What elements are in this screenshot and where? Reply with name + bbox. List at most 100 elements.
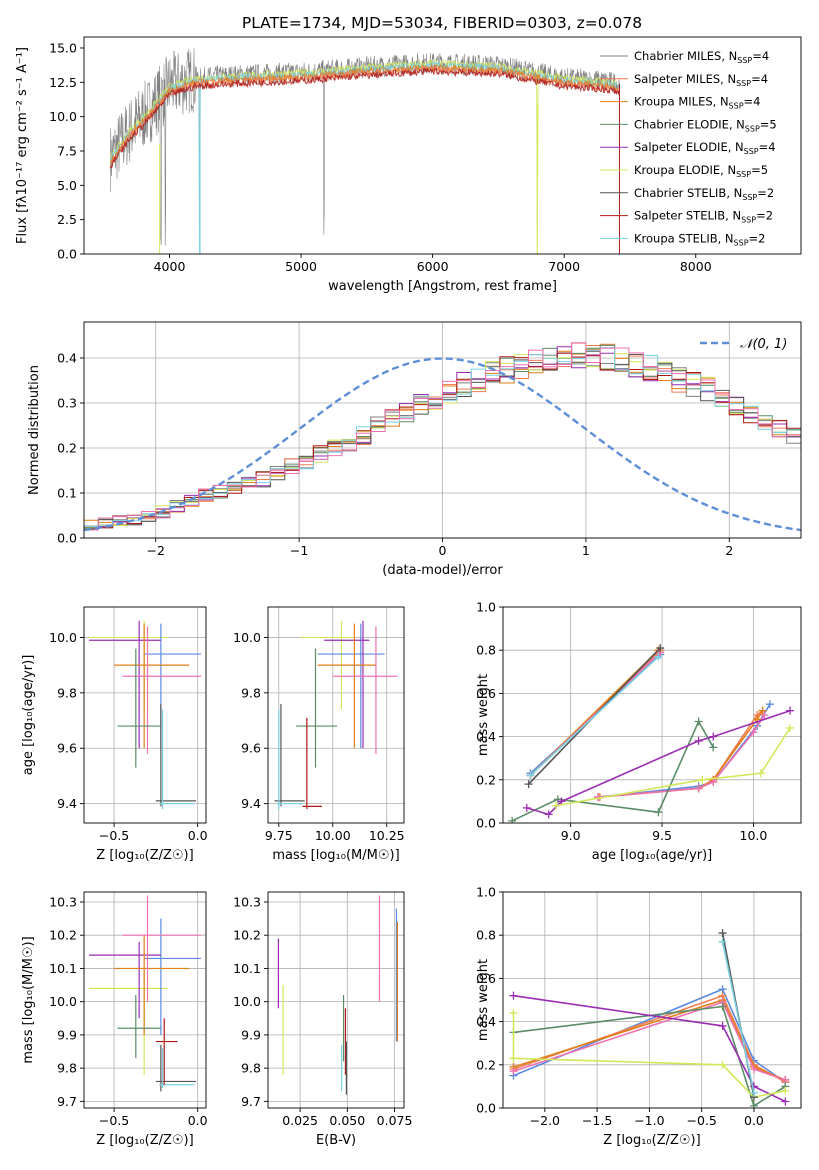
x-tick-label: 1 bbox=[582, 543, 590, 558]
legend-entry-main: Kroupa MILES, N bbox=[634, 95, 729, 109]
plot-area bbox=[84, 342, 801, 532]
weight-marker bbox=[509, 1054, 518, 1063]
plot-area bbox=[277, 895, 398, 1095]
x-tick-label: 0.050 bbox=[329, 1113, 365, 1128]
y-tick-label: 10.0 bbox=[49, 109, 77, 124]
y-tick-label: 1.0 bbox=[476, 885, 496, 900]
legend-entry-sub: SSP bbox=[741, 216, 756, 225]
chart-mass_vs_Z: −0.5 0.0 9.7 9.8 9.9 10.0 10.1 10.2 10.3 Z [log₁₀… bbox=[21, 891, 208, 1148]
x-tick-label: −1.0 bbox=[634, 1113, 664, 1128]
plot-area bbox=[89, 895, 201, 1092]
axes-frame bbox=[83, 891, 207, 1109]
legend-entry: Chabrier MILES, NSSP=4 bbox=[634, 49, 769, 65]
y-axis-label: age [log₁₀(age/yr)] bbox=[21, 655, 36, 776]
chart-weight_vs_age: 9.0 9.5 10.0 0.0 0.2 0.4 0.6 0.8 1.0 age [log₁₀(a… bbox=[476, 600, 802, 863]
legend-entry-tail: =5 bbox=[760, 117, 777, 131]
y-tick-label: 10.0 bbox=[49, 994, 77, 1009]
y-tick-label: 2.5 bbox=[57, 212, 77, 227]
weight-marker bbox=[694, 717, 703, 726]
y-tick-label: 0.4 bbox=[476, 1014, 496, 1029]
x-tick-label: −0.5 bbox=[99, 1113, 129, 1128]
legend-entry-main: Chabrier ELODIE, N bbox=[634, 117, 745, 131]
legend-entry-tail: =4 bbox=[759, 140, 776, 154]
y-tick-label: 0.4 bbox=[57, 351, 77, 366]
x-tick-label: 9.5 bbox=[652, 828, 672, 843]
legend-entry-sub: SSP bbox=[736, 170, 751, 179]
legend-entry-sub: SSP bbox=[736, 79, 751, 88]
weight-marker bbox=[524, 780, 533, 789]
x-tick-label: 0.0 bbox=[744, 1113, 764, 1128]
legend: Chabrier MILES, NSSP=4 Salpeter MILES, NS… bbox=[600, 49, 777, 247]
x-tick-label: −1.5 bbox=[582, 1113, 612, 1128]
chart-mass_vs_EBV: 0.025 0.050 0.075 9.7 9.8 9.9 10.0 10.1 10.2 10.3… bbox=[233, 891, 412, 1148]
weight-marker bbox=[709, 743, 718, 752]
histogram-step bbox=[84, 342, 801, 531]
legend-entry-sub: SSP bbox=[734, 238, 749, 247]
plot-area bbox=[109, 48, 620, 254]
chart-residuals: −2 −1 0 1 2 0.0 0.1 0.2 0.3 0.4 (data-model)/error… bbox=[27, 321, 802, 578]
legend-entry-main: Chabrier STELIB, N bbox=[634, 186, 742, 200]
weight-marker bbox=[718, 937, 727, 946]
normal-curve bbox=[84, 357, 801, 532]
x-tick-label: 9.75 bbox=[265, 828, 293, 843]
x-axis-label: wavelength [Angstrom, rest frame] bbox=[328, 279, 557, 294]
weight-marker bbox=[654, 652, 663, 661]
y-axis-label: mass weight bbox=[476, 674, 491, 756]
x-axis-label: mass [log₁₀(M/M☉)] bbox=[272, 848, 399, 863]
y-tick-label: 7.5 bbox=[57, 143, 77, 158]
x-tick-label: 6000 bbox=[417, 259, 449, 274]
weight-marker bbox=[522, 803, 531, 812]
chart-age_vs_mass: 9.75 10.00 10.25 9.4 9.6 9.8 10.0 mass [log₁₀(M… bbox=[233, 606, 405, 863]
legend-entry: Salpeter MILES, NSSP=4 bbox=[634, 72, 768, 88]
axes-frame bbox=[267, 891, 405, 1109]
weight-marker bbox=[508, 816, 517, 823]
weight-marker bbox=[694, 784, 703, 793]
weight-marker bbox=[654, 808, 663, 817]
x-tick-label: 8000 bbox=[680, 259, 712, 274]
y-tick-label: 0.2 bbox=[476, 1057, 496, 1072]
panels: 4000 5000 6000 7000 80000.02.55.07.510.012.5… bbox=[15, 36, 802, 1148]
weight-marker bbox=[698, 775, 707, 784]
y-axis-label: Flux [fλ10⁻¹⁷ erg cm⁻² s⁻¹ A⁻¹] bbox=[15, 47, 30, 244]
weight-marker bbox=[781, 1097, 790, 1106]
y-tick-label: 0.0 bbox=[57, 247, 77, 262]
y-axis-label: Normed distribution bbox=[27, 365, 42, 495]
y-tick-label: 9.4 bbox=[57, 796, 77, 811]
y-tick-label: 0.0 bbox=[476, 816, 496, 831]
legend-entry-sub: SSP bbox=[742, 193, 757, 202]
weight-marker bbox=[749, 1088, 758, 1097]
weight-marker bbox=[656, 644, 665, 653]
legend-entry-tail: =2 bbox=[757, 186, 774, 200]
weight-marker bbox=[552, 801, 561, 810]
legend-entry: Kroupa MILES, NSSP=4 bbox=[634, 95, 760, 111]
legend-entry: Salpeter STELIB, NSSP=2 bbox=[634, 209, 773, 225]
spectrum-model-line bbox=[109, 67, 620, 169]
y-tick-label: 10.2 bbox=[49, 928, 77, 943]
y-tick-label: 9.9 bbox=[241, 1027, 261, 1042]
legend-entry-sub: SSP bbox=[744, 147, 759, 156]
x-tick-label: −2.0 bbox=[530, 1113, 560, 1128]
axes-frame bbox=[83, 36, 802, 255]
weight-marker bbox=[718, 1021, 727, 1030]
weight-line bbox=[526, 709, 791, 816]
y-tick-label: 0.0 bbox=[476, 1101, 496, 1116]
weight-marker bbox=[509, 991, 518, 1000]
y-tick-label: 10.0 bbox=[233, 630, 261, 645]
y-tick-label: 0.0 bbox=[57, 531, 77, 546]
axes-frame bbox=[267, 606, 405, 824]
legend-entry-main: Salpeter STELIB, N bbox=[634, 209, 741, 223]
y-tick-label: 0.8 bbox=[476, 928, 496, 943]
y-tick-label: 9.6 bbox=[241, 741, 261, 756]
weight-marker bbox=[526, 771, 535, 780]
x-axis-label: Z [log₁₀(Z/Z☉)] bbox=[603, 1133, 700, 1148]
weight-marker bbox=[758, 706, 767, 715]
x-tick-label: 0.0 bbox=[188, 828, 208, 843]
legend-entry-tail: =2 bbox=[756, 209, 773, 223]
chart-age_vs_Z: −0.5 0.0 9.4 9.6 9.8 10.0 Z [log₁₀(Z/Z☉)] age [… bbox=[21, 606, 208, 863]
weight-marker bbox=[544, 810, 553, 819]
weight-marker bbox=[749, 1065, 758, 1074]
weight-marker bbox=[694, 736, 703, 745]
y-tick-label: 9.8 bbox=[241, 1061, 261, 1076]
y-axis-label: mass weight bbox=[476, 959, 491, 1041]
x-axis-label: Z [log₁₀(Z/Z☉)] bbox=[96, 848, 193, 863]
